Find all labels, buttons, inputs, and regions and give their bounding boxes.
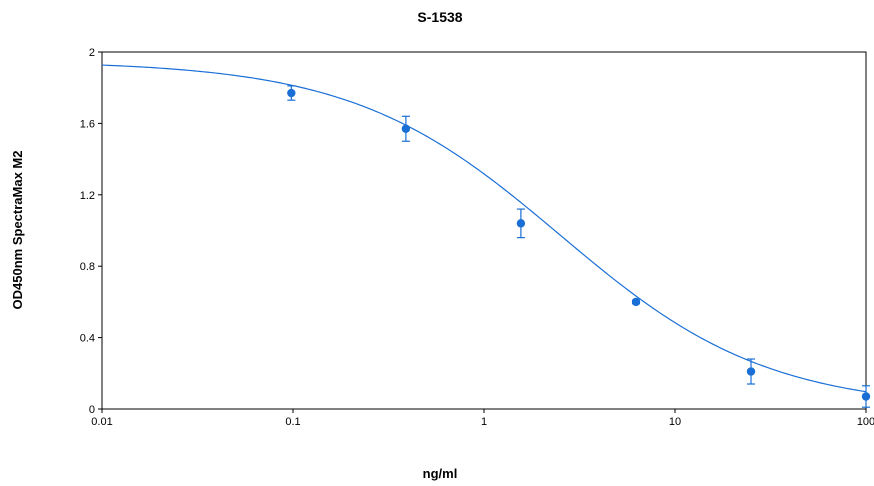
y-axis-label: OD450nm SpectraMax M2 (10, 151, 25, 310)
x-tick-label: 0.1 (285, 416, 300, 428)
chart-title: S-1538 (417, 9, 462, 25)
fit-curve (101, 64, 867, 393)
point-marker (631, 297, 641, 307)
data-point (746, 358, 756, 385)
x-tick-label: 10 (669, 416, 681, 428)
data-point (861, 385, 871, 408)
data-point (401, 115, 411, 142)
y-tick-label: 0 (89, 404, 95, 416)
data-points (287, 85, 871, 408)
x-axis-label: ng/ml (423, 466, 458, 481)
point-marker (746, 367, 756, 376)
y-tick-label: 1.2 (80, 190, 95, 202)
y-tick-label: 2 (89, 47, 95, 59)
point-marker (861, 392, 871, 401)
point-marker (287, 88, 296, 98)
point-marker (401, 124, 411, 133)
x-tick-label: 0.01 (91, 416, 112, 428)
data-point (287, 85, 296, 101)
y-tick-label: 0.8 (80, 261, 95, 273)
point-marker (516, 219, 526, 228)
x-tick-label: 100 (857, 416, 874, 428)
x-tick-label: 1 (481, 416, 487, 428)
y-tick-label: 0.4 (80, 333, 95, 345)
data-point (516, 208, 526, 239)
plot-area-frame (101, 51, 867, 410)
y-tick-label: 1.6 (80, 118, 95, 130)
data-point (631, 297, 641, 307)
axis-ticks: 0.01 0.1 1 10 100 0 0.4 0.8 1.2 1.6 2 (80, 47, 874, 428)
